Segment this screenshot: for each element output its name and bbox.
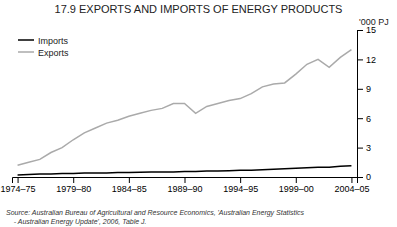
legend-item: Imports: [18, 36, 69, 46]
x-axis-line: [13, 178, 358, 184]
source-note: Source: Australian Bureau of Agricultura…: [6, 209, 305, 226]
chart: 1974–75 1979–80 1984–85 1989–90 1994–95 1999–…: [0, 0, 397, 227]
plot-area: 1974–75 1979–80 1984–85 1989–90 1994–95 1999–…: [1, 25, 376, 194]
x-tick-label: 1994–95: [223, 184, 258, 194]
x-tick: 1979–80: [56, 177, 91, 194]
legend: Imports Exports: [18, 36, 69, 58]
series-line: [18, 166, 352, 175]
y-tick: 12: [357, 55, 376, 65]
x-tick: 1989–90: [167, 177, 202, 194]
x-tick: 1999–00: [279, 177, 314, 194]
x-tick-mark: [129, 177, 130, 183]
legend-label: Imports: [38, 36, 69, 46]
y-tick-label: 3: [366, 143, 371, 153]
x-tick-label: 1989–90: [167, 184, 202, 194]
x-tick: 1984–85: [112, 177, 147, 194]
y-axis: 03691215: [357, 25, 376, 182]
y-tick-mark: [357, 59, 363, 60]
x-tick: 1994–95: [223, 177, 258, 194]
x-tick-label: 2004–05: [334, 184, 369, 194]
y-tick: 3: [357, 143, 371, 153]
x-tick-mark: [240, 177, 241, 183]
legend-swatch: [18, 39, 34, 41]
x-tick: 2004–05: [334, 177, 369, 194]
x-tick-label: 1979–80: [56, 184, 91, 194]
y-tick-label: 6: [366, 114, 371, 124]
x-tick-label: 1999–00: [279, 184, 314, 194]
lines: [18, 50, 352, 175]
y-tick: 6: [357, 114, 371, 124]
source-line: Source: Australian Bureau of Agricultura…: [6, 209, 305, 217]
x-tick-label: 1974–75: [1, 184, 36, 194]
y-tick-label: 12: [366, 55, 376, 65]
title: 17.9 EXPORTS AND IMPORTS OF ENERGY PRODU…: [55, 3, 343, 15]
series-line: [18, 50, 352, 166]
y-tick: 9: [357, 84, 371, 94]
x-tick-mark: [185, 177, 186, 183]
source-line: - Australian Energy Update', 2006, Table…: [6, 218, 147, 226]
y-tick-label: 9: [366, 84, 371, 94]
y-axis-line: [358, 31, 364, 178]
x-tick-label: 1984–85: [112, 184, 147, 194]
legend-item: Exports: [18, 48, 69, 58]
x-tick-mark: [296, 177, 297, 183]
x-tick: 1974–75: [1, 177, 36, 194]
legend-label: Exports: [38, 48, 69, 58]
y-tick-mark: [357, 30, 363, 31]
x-tick-mark: [18, 177, 19, 183]
y-tick-mark: [357, 148, 363, 149]
y-tick-mark: [357, 89, 363, 90]
y-tick-mark: [357, 118, 363, 119]
y-axis-title: '000 PJ: [359, 17, 389, 27]
y-tick-mark: [357, 177, 363, 178]
x-axis: 1974–75 1979–80 1984–85 1989–90 1994–95 1999–…: [1, 177, 370, 194]
y-tick-label: 0: [366, 172, 371, 182]
legend-swatch: [18, 51, 34, 53]
x-tick-mark: [73, 177, 74, 183]
x-tick-mark: [351, 177, 352, 183]
y-tick: 0: [357, 172, 371, 182]
